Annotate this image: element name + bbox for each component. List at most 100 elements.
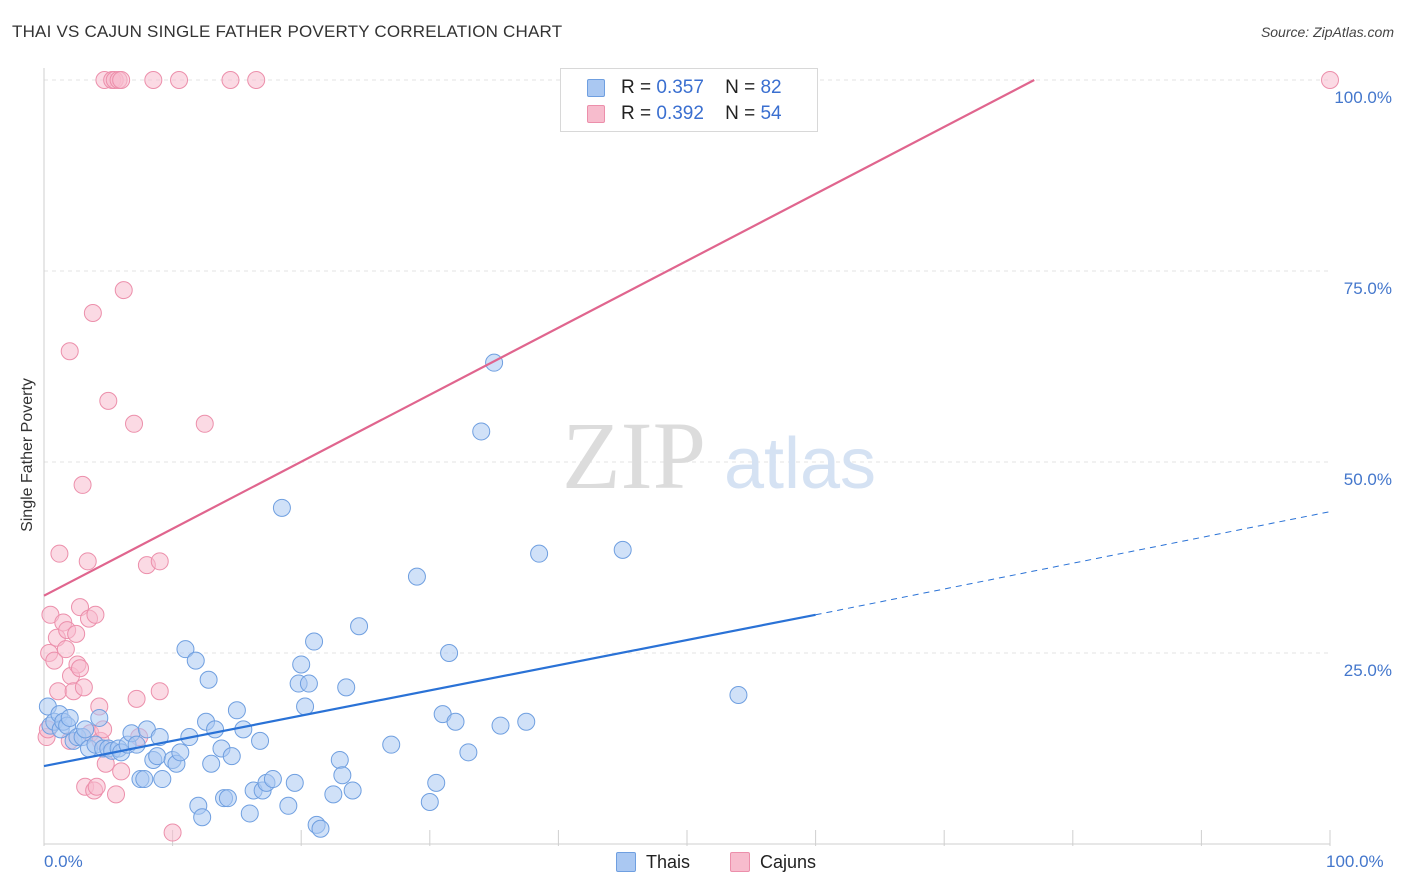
cajun-point [150,552,169,571]
thai-point [613,540,632,559]
cajun-point [49,682,68,701]
cajun-point [150,682,169,701]
thai-point [251,731,270,750]
thai-r-label: R = [621,77,652,98]
thai-point [427,773,446,792]
thai-point [222,747,241,766]
thai-point [472,422,491,441]
thai-point [240,804,259,823]
thai-point [446,712,465,731]
thai-point [517,712,536,731]
thai-r-value: 0.357 [656,77,704,98]
cajun-swatch [587,105,605,123]
cajun-point [170,71,189,89]
thai-legend-swatch [616,852,636,872]
thai-point [263,770,282,789]
thai-point [272,498,291,517]
thai-points [38,353,748,838]
cajun-point [87,777,106,796]
thai-point [305,632,324,651]
thai-point [420,792,439,811]
thai-point [227,701,246,720]
thai-point [127,735,146,754]
cajun-point [67,624,86,643]
thai-point [153,770,172,789]
thai-legend-label: Thais [646,852,691,872]
cajun-point [247,71,266,89]
cajun-point [60,342,79,361]
cajun-point [71,659,90,678]
cajun-point [127,689,146,708]
thai-point [459,743,478,762]
thai-point [311,819,330,838]
thai-point [202,754,221,773]
trend-lines [43,79,1331,768]
cajun-point [74,678,93,697]
cajun-r-value: 0.392 [656,103,704,124]
cajun-point [125,414,144,433]
bottom-legend-thai: Thais [616,852,690,873]
cajun-point [50,544,69,563]
cajun-legend-label: Cajuns [760,852,817,872]
thai-point [186,651,205,670]
cajun-point [86,605,105,624]
y-tick-label: 75.0% [1343,279,1392,298]
y-tick-label: 50.0% [1343,470,1392,489]
thai-point [299,674,318,693]
thai-point [491,716,510,735]
cajun-trend-line [43,79,1035,597]
thai-point [324,785,343,804]
thai-point [135,770,154,789]
thai-point [206,720,225,739]
cajun-n-label: N = [725,103,756,124]
cajun-point [99,391,118,410]
cajun-point [45,651,64,670]
watermark: ZIP atlas [562,402,876,509]
legend: R = 0.357 N = 82 R = 0.392 N = 54 [560,68,818,132]
y-axis-label: Single Father Poverty [19,378,36,532]
chart-source: Source: ZipAtlas.com [1260,24,1394,40]
thai-swatch [587,79,605,97]
cajun-r-label: R = [621,103,652,124]
x-tick-label-max: 100.0% [1326,852,1384,871]
thai-n-value: 82 [760,77,782,98]
cajun-point [163,823,182,842]
thai-point [76,720,95,739]
thai-point [530,544,549,563]
cajun-point [221,71,240,89]
cajun-point [78,552,97,571]
thai-point [193,808,212,827]
x-tick-label-min: 0.0% [44,852,83,871]
thai-point [485,353,504,372]
cajun-point [144,71,163,89]
thai-point [292,655,311,674]
thai-point [279,796,298,815]
thai-point [296,697,315,716]
cajun-point [56,640,75,659]
chart-title: THAI VS CAJUN SINGLE FATHER POVERTY CORR… [12,22,563,41]
thai-point [90,708,109,727]
thai-point [171,743,190,762]
cajun-point [112,762,131,781]
thai-point [407,567,426,586]
thai-point [333,766,352,785]
cajun-point [107,785,126,804]
thai-point [729,686,748,705]
cajun-point [1321,71,1339,89]
cajun-point [114,281,133,300]
thai-trend-line [43,613,816,768]
cajun-point [73,475,92,494]
cajun-point [112,71,131,89]
thai-point [285,773,304,792]
thai-point [440,644,459,662]
thai-point [148,747,167,766]
thai-point [382,735,401,754]
thai-trend-extension [815,511,1331,616]
thai-point [60,708,79,727]
cajun-point [195,414,214,433]
thai-point [343,781,362,800]
watermark-zip: ZIP [562,402,706,509]
cajun-legend-swatch [730,852,750,872]
